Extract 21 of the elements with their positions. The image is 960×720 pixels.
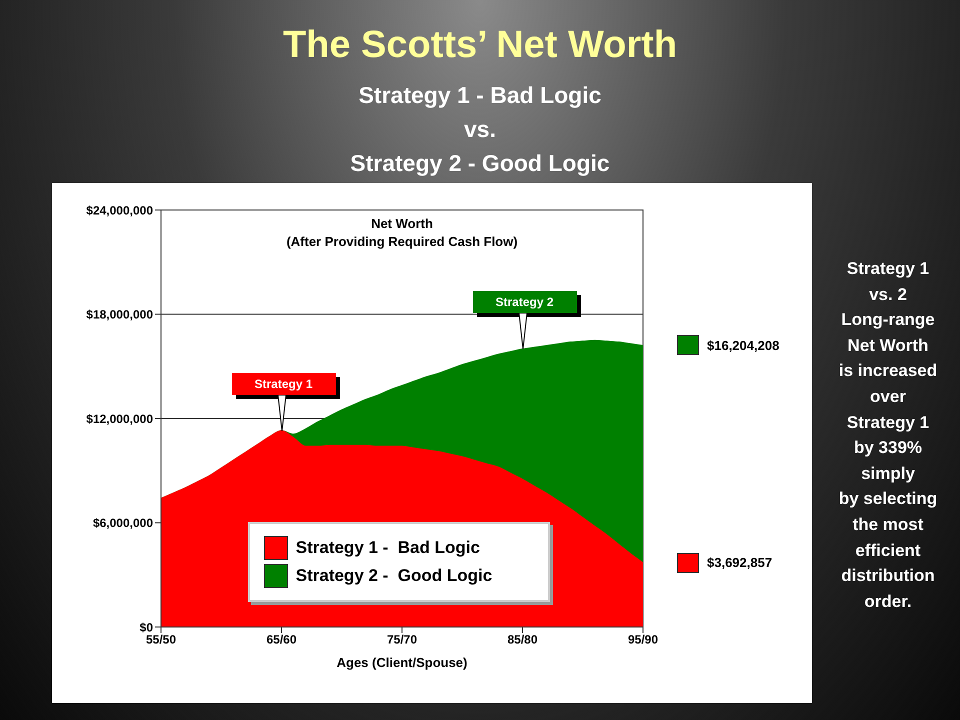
legend-label: Strategy 1 - Bad Logic bbox=[294, 537, 481, 559]
annotation: Strategy 2 bbox=[472, 291, 576, 313]
x-tick-label: 95/90 bbox=[628, 632, 658, 647]
text: Strategy 1 vs. 2 Long-range Net Worth is increased over Strategy 1 by 339% simply by selecting the most efficient distribution order. bbox=[838, 259, 938, 611]
x-tick-label: 75/70 bbox=[386, 632, 418, 647]
x-tick-label: 55/50 bbox=[146, 632, 176, 647]
x-tick-label: 85/80 bbox=[507, 632, 538, 647]
text: $16,204,208 bbox=[706, 336, 780, 355]
annotation: Strategy 1 bbox=[232, 372, 336, 395]
text: $3,692,857 bbox=[706, 554, 772, 572]
legend-label: Strategy 2 - Good Logic bbox=[294, 565, 494, 587]
y-tick-label: $18,000,000 bbox=[86, 308, 154, 322]
x-axis-title: Ages (Client/Spouse) bbox=[336, 655, 468, 670]
chart-title: The Scotts’ Net Worth bbox=[282, 24, 678, 67]
y-tick-label: $0 bbox=[140, 620, 154, 634]
x-tick-label: 65/60 bbox=[266, 632, 297, 647]
annotation: Net Worth (After Providing Required Cash Flow) bbox=[285, 215, 519, 251]
y-tick-label: $6,000,000 bbox=[92, 516, 154, 530]
y-tick-label: $24,000,000 bbox=[86, 203, 154, 218]
y-tick-label: $12,000,000 bbox=[86, 412, 154, 426]
chart-subtitle: Strategy 1 - Bad Logic vs. Strategy 2 - Good Logic bbox=[349, 81, 611, 178]
